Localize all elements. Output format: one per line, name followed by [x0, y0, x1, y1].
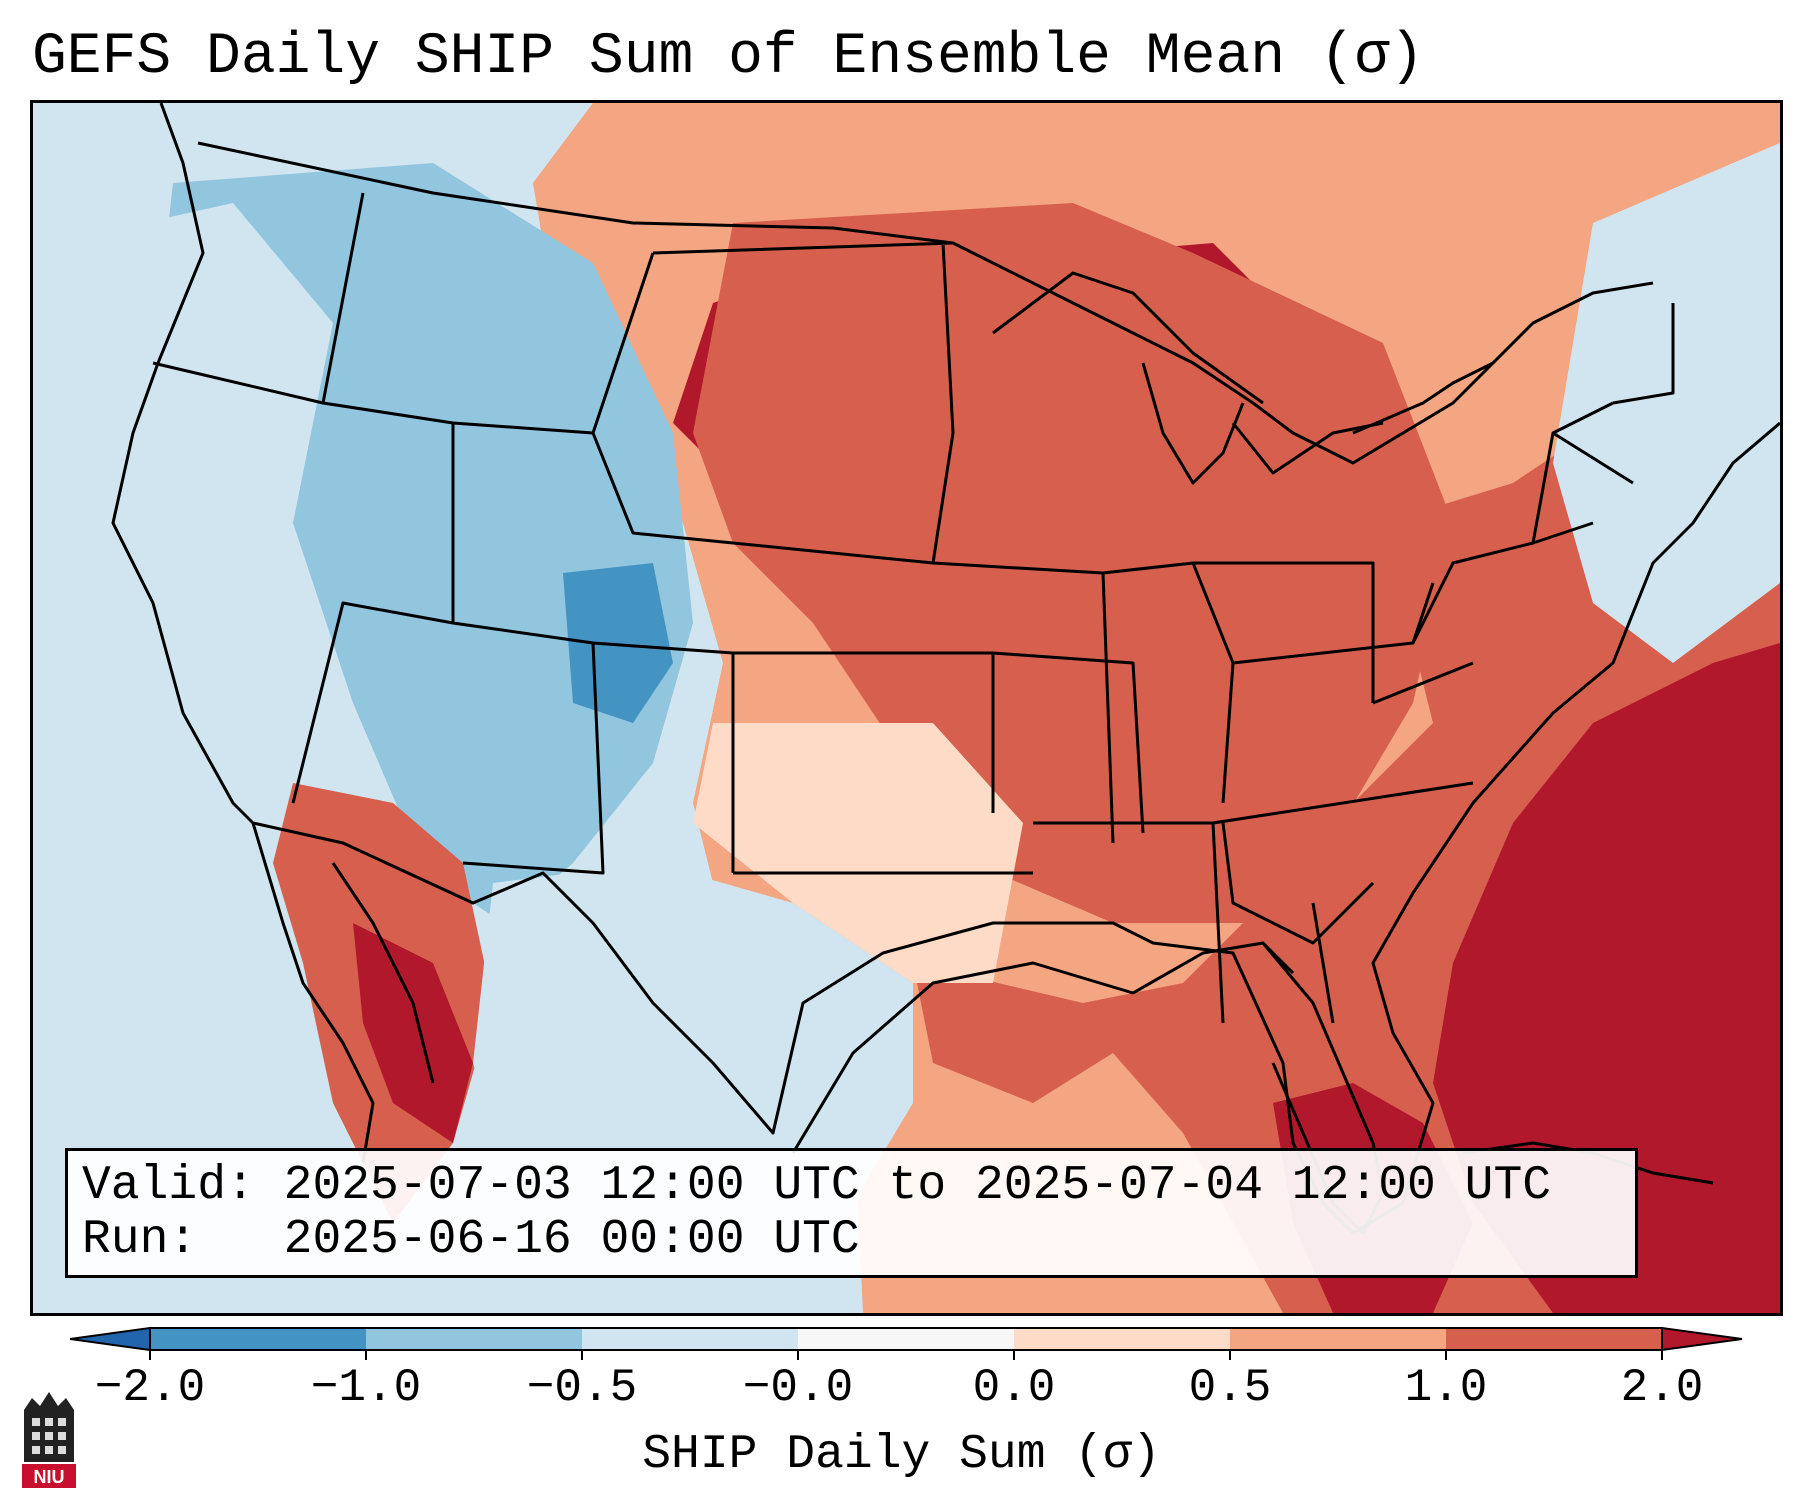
us-outline [111, 103, 1780, 1235]
colorbar-label: SHIP Daily Sum (σ) [642, 1428, 1161, 1482]
colorbar-segment [1230, 1328, 1446, 1350]
niu-logo-icon: NIU [22, 1392, 76, 1488]
colorbar-tick-label: 2.0 [1620, 1362, 1704, 1414]
anomaly-region-texas-light-warm [693, 723, 1023, 983]
colorbar-segment [582, 1328, 798, 1350]
anomaly-region-mexico-core [353, 923, 473, 1143]
svg-text:NIU: NIU [34, 1467, 65, 1487]
colorbar-tick-label: −1.0 [310, 1362, 422, 1414]
colorbar-tick-label: 1.0 [1404, 1362, 1488, 1414]
colorbar-extend-high [1661, 1326, 1743, 1352]
valid-run-info-box: Valid: 2025-07-03 12:00 UTC to 2025-07-0… [65, 1148, 1638, 1278]
colorbar-tick-label: −0.0 [742, 1362, 854, 1414]
gulf-coast [791, 941, 1295, 1154]
canada-border [197, 141, 1654, 465]
great-lakes [992, 271, 1494, 485]
chart-title: GEFS Daily SHIP Sum of Ensemble Mean (σ) [32, 25, 1425, 90]
colorbar-tick-label: 0.5 [1188, 1362, 1272, 1414]
map-canvas [33, 103, 1780, 1313]
colorbar-tick-label: 0.0 [972, 1362, 1056, 1414]
run-label: Run: [82, 1213, 198, 1267]
colorbar [70, 1326, 1743, 1360]
colorbar-tick-label: −2.0 [94, 1362, 206, 1414]
anomaly-region-northeast-cool [1553, 143, 1780, 663]
map-panel [30, 100, 1783, 1316]
colorbar-segment [798, 1328, 1014, 1350]
valid-label: Valid: [82, 1159, 255, 1213]
valid-value: 2025-07-03 12:00 UTC to 2025-07-04 12:00… [283, 1159, 1552, 1213]
colorbar-segment [1446, 1328, 1662, 1350]
anomaly-region-central [693, 203, 1453, 923]
anomaly-region-rockies-core [563, 563, 673, 723]
colorbar-outline [149, 1327, 1663, 1351]
anomaly-region-west-neutral [143, 203, 413, 863]
mexico-baja [251, 822, 435, 1164]
colorbar-segment [150, 1328, 366, 1350]
colorbar-tick-label: −0.5 [526, 1362, 638, 1414]
colorbar-segment [1014, 1328, 1230, 1350]
state-lines-east [1193, 303, 1675, 1024]
colorbar-segment [366, 1328, 582, 1350]
anomaly-field [143, 103, 1780, 1313]
colorbar-extend-low [70, 1326, 151, 1352]
state-lines-west [152, 192, 735, 875]
run-value: 2025-06-16 00:00 UTC [283, 1213, 860, 1267]
